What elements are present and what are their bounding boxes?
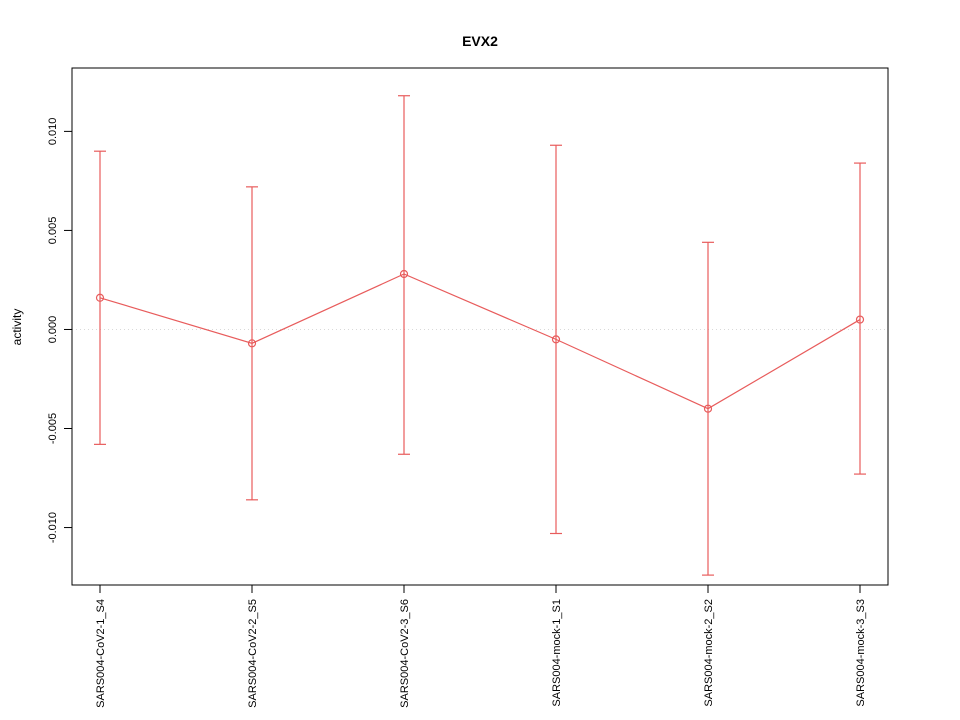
y-tick-label: -0.010 [47,512,59,543]
x-tick-label: SARS004-CoV2-3_S6 [399,599,411,708]
data-point [399,269,409,279]
data-point [95,293,105,302]
x-tick-label: SARS004-mock-1_S1 [551,599,563,707]
y-tick-label: 0.005 [47,217,59,245]
x-tick-label: SARS004-mock-3_S3 [855,599,867,707]
y-tick-label: 0.000 [47,316,59,344]
x-tick-label: SARS004-CoV2-1_S4 [95,599,107,708]
data-point [855,315,865,324]
data-point [247,339,257,348]
data-point [703,404,713,413]
series-line [99,273,861,410]
y-tick-label: -0.005 [47,413,59,444]
chart-title: EVX2 [462,33,498,49]
data-point [551,335,561,344]
plot-border [71,67,889,586]
x-tick-label: SARS004-CoV2-2_S5 [247,599,259,708]
y-tick-label: 0.010 [47,118,59,146]
x-tick-label: SARS004-mock-2_S2 [703,599,715,707]
